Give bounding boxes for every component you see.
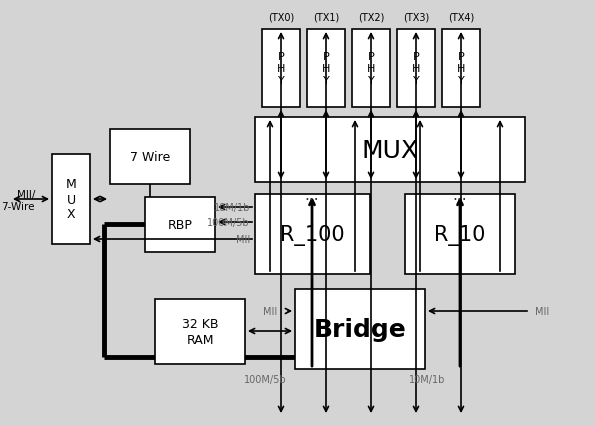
Text: 7-Wire: 7-Wire [2,201,35,211]
Text: MII/: MII/ [17,190,35,199]
Text: RBP: RBP [168,219,192,231]
Text: 32 KB
RAM: 32 KB RAM [181,318,218,345]
Text: P
H
Y: P H Y [367,52,375,85]
Text: Bridge: Bridge [314,317,406,341]
Text: P
H
Y: P H Y [412,52,420,85]
Text: (TX4): (TX4) [448,13,474,23]
FancyBboxPatch shape [397,30,435,108]
FancyBboxPatch shape [145,198,215,253]
Text: R_10: R_10 [434,224,486,245]
FancyBboxPatch shape [262,30,300,108]
FancyBboxPatch shape [255,118,525,183]
Text: P
H
Y: P H Y [457,52,465,85]
FancyBboxPatch shape [442,30,480,108]
Text: MII: MII [535,306,549,316]
Text: 10M/1b: 10M/1b [214,202,250,213]
FancyBboxPatch shape [352,30,390,108]
FancyBboxPatch shape [307,30,345,108]
FancyBboxPatch shape [52,155,90,245]
Text: P
H
Y: P H Y [322,52,330,85]
Text: MUX: MUX [362,138,418,162]
Text: 7 Wire: 7 Wire [130,151,170,164]
Text: (TX0): (TX0) [268,13,294,23]
Text: ...: ... [453,188,467,203]
Text: (TX3): (TX3) [403,13,429,23]
Text: P
H
Y: P H Y [277,52,285,85]
Text: MII: MII [263,306,277,316]
Text: M
U
X: M U X [65,178,76,221]
Text: 10M/1b: 10M/1b [409,374,445,384]
Text: ...: ... [305,188,320,203]
FancyBboxPatch shape [110,130,190,184]
Text: (TX2): (TX2) [358,13,384,23]
FancyBboxPatch shape [255,195,370,274]
FancyBboxPatch shape [155,299,245,364]
FancyBboxPatch shape [295,289,425,369]
FancyBboxPatch shape [405,195,515,274]
Text: 100M/5b: 100M/5b [245,374,287,384]
Text: (TX1): (TX1) [313,13,339,23]
Text: 100M/5b: 100M/5b [208,218,250,227]
Text: MII: MII [236,234,250,245]
Text: R_100: R_100 [280,224,345,245]
